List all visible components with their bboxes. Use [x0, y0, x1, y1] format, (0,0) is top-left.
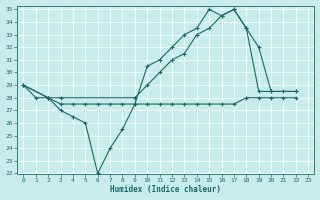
X-axis label: Humidex (Indice chaleur): Humidex (Indice chaleur)	[110, 185, 221, 194]
